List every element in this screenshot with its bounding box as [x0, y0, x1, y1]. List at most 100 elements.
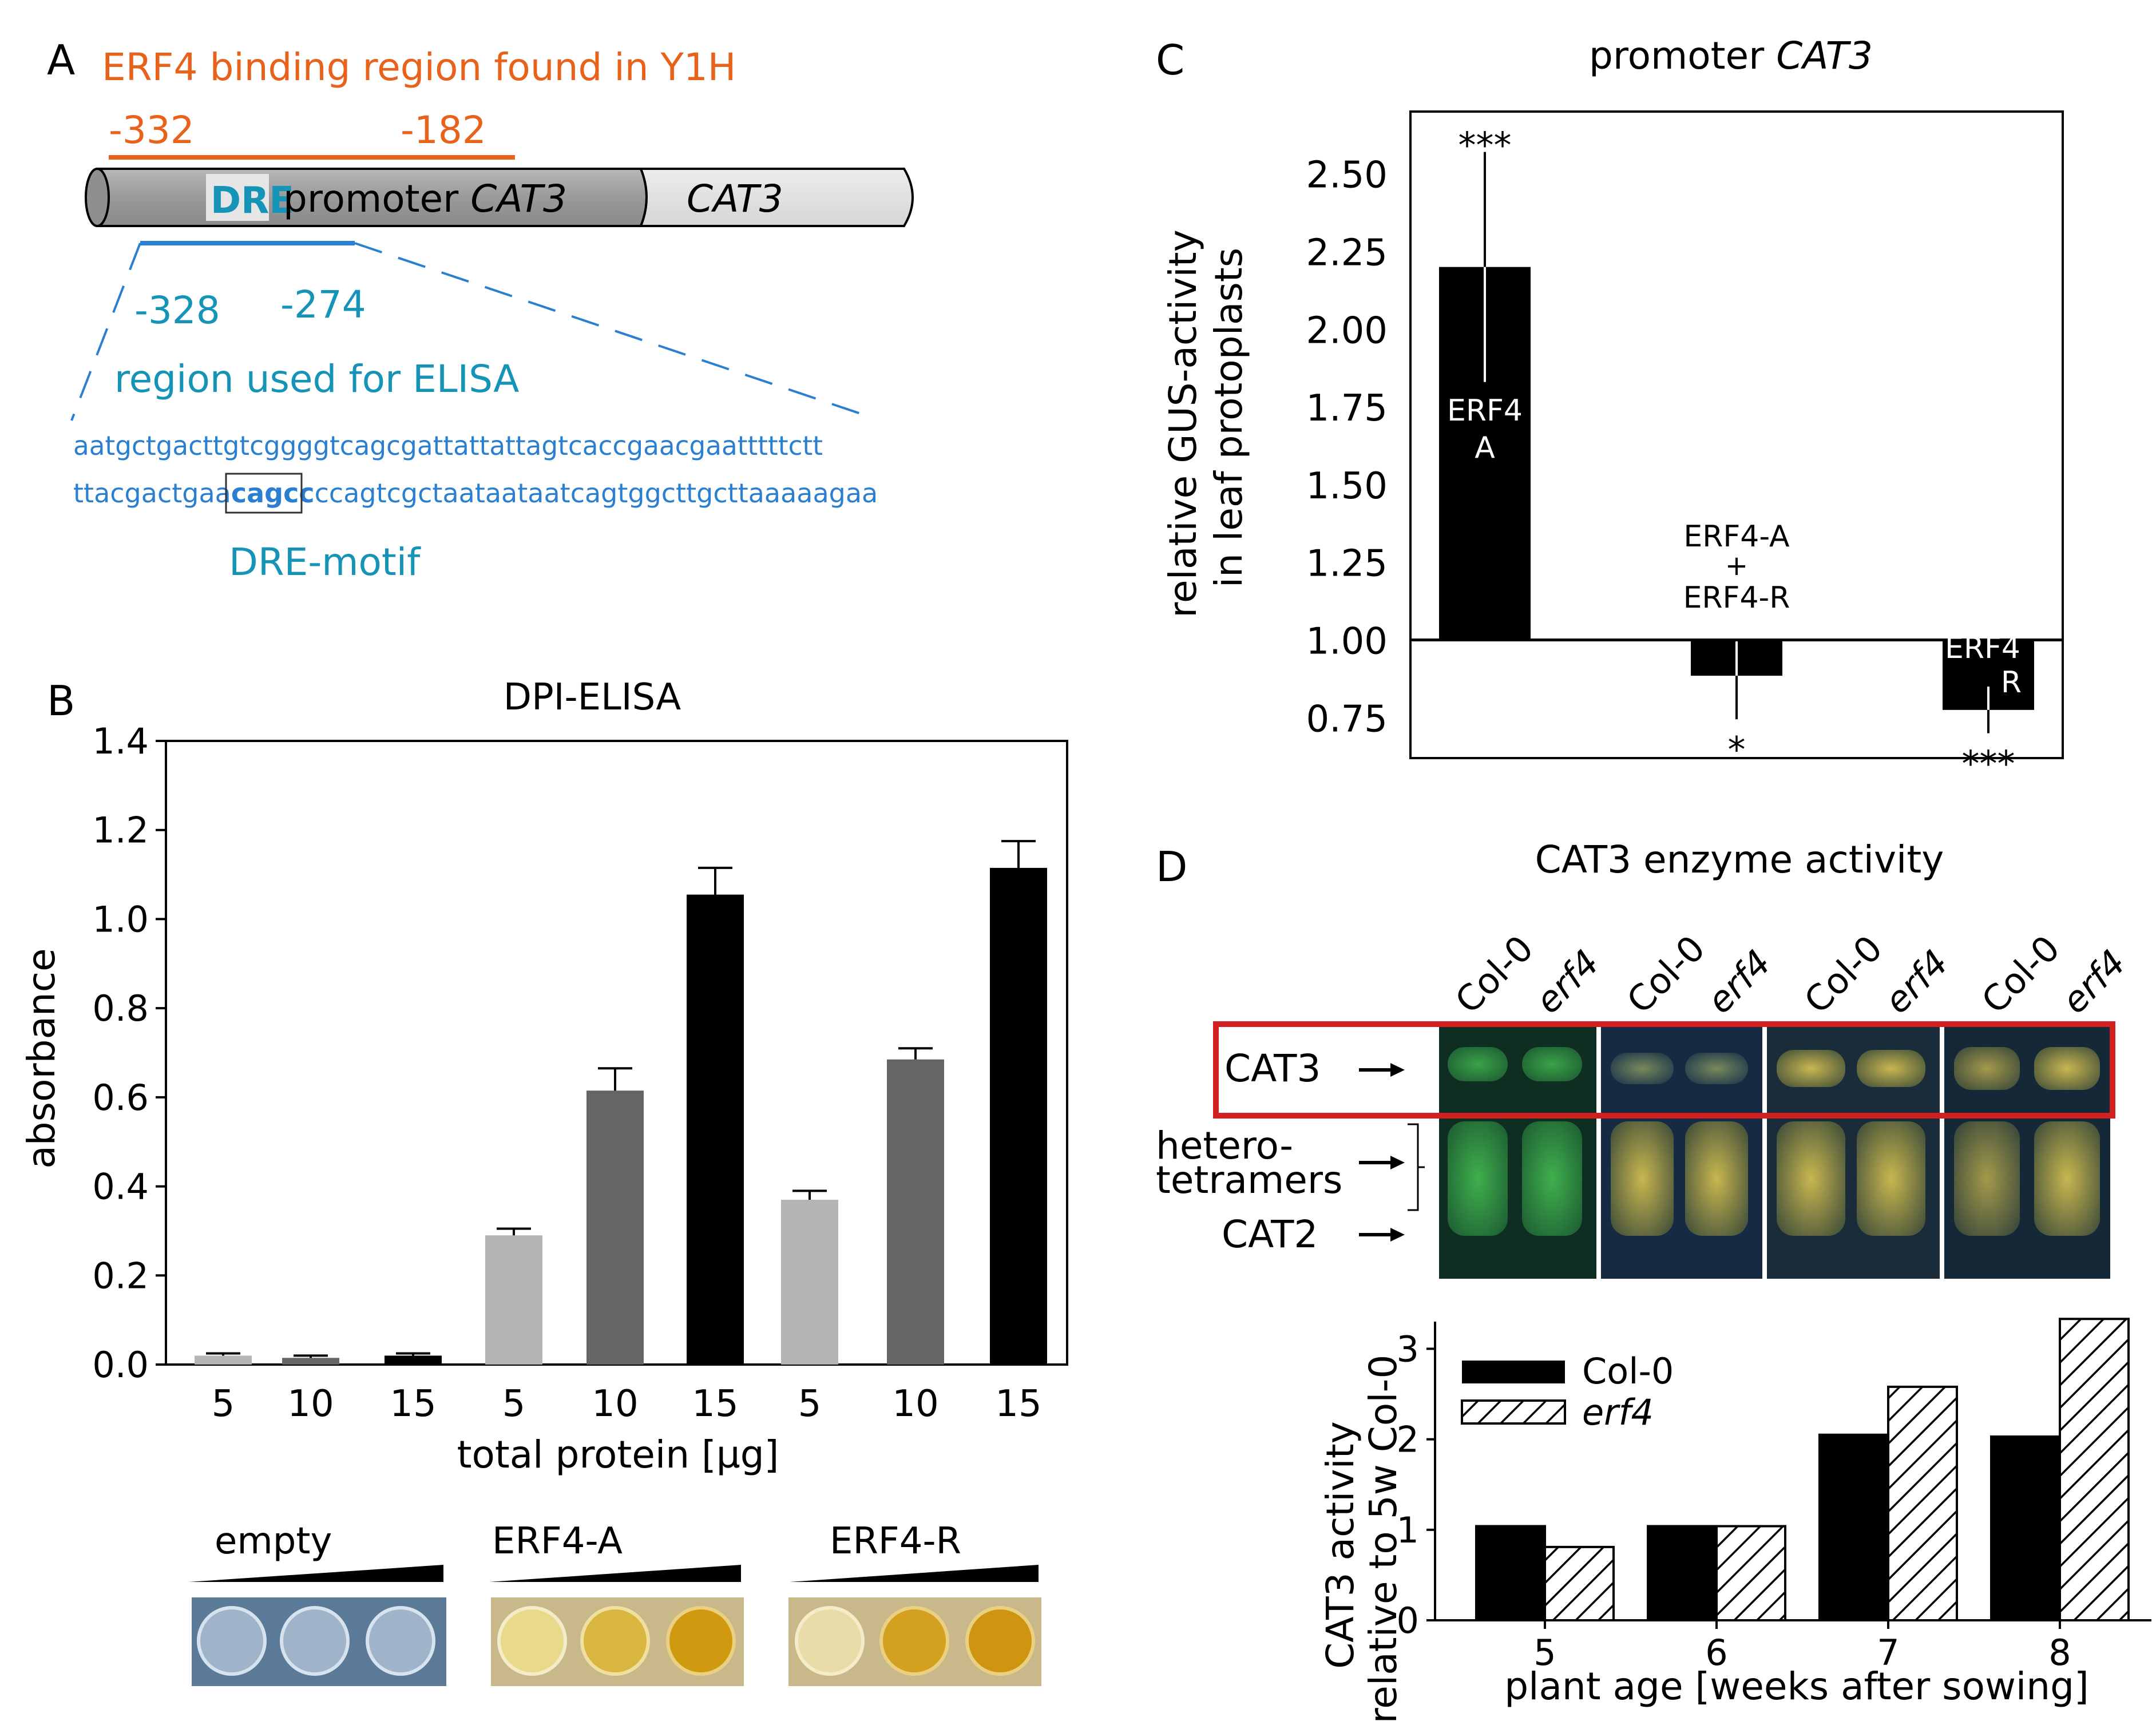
bar-erf4: [1544, 1545, 1615, 1622]
band-label-tetramers: tetramers: [1156, 1158, 1342, 1202]
lane-label: Col-0: [1796, 927, 1891, 1022]
well: [197, 1606, 267, 1676]
y-tick-label: 2.25: [1306, 232, 1388, 274]
well-strips: empty ERF4-A ERF4-R: [189, 1520, 1041, 1686]
gene-label: CAT3: [687, 177, 783, 221]
well-label-empty: empty: [215, 1520, 332, 1563]
bar-label: A: [1475, 431, 1495, 465]
dre-box-label: DRE: [211, 180, 294, 222]
sequence-bottom-start: ttacgactgaa: [73, 478, 231, 509]
well: [965, 1606, 1035, 1676]
chart-c-ylabel-line2: in leaf protoplasts: [1207, 248, 1251, 588]
bar-label: +: [1725, 550, 1748, 582]
y-tick-label: 1.75: [1306, 387, 1388, 430]
chart-d-ylabel-line1: CAT3 activity: [1318, 1421, 1362, 1669]
bar: [282, 1358, 339, 1365]
chart-b: 0.0 0.2 0.4 0.6 0.8 1.0 1.2 1.4 5 10 15 5 10 15 5 10 15: [92, 720, 1068, 1425]
bar-erf4: [1715, 1525, 1786, 1622]
x-tick-label: 10: [592, 1383, 638, 1425]
lane-label: erf4: [1876, 942, 1956, 1022]
gel-image: [1439, 1024, 2110, 1279]
x-tick-label: 15: [390, 1383, 436, 1425]
chart-c-title-prefix: promoter: [1589, 34, 1776, 78]
x-tick-label: 15: [692, 1383, 738, 1425]
legend-swatch-col-0: [1462, 1361, 1565, 1383]
gradient-wedge: [790, 1565, 1039, 1582]
legend-label-erf4: erf4: [1582, 1391, 1654, 1433]
chart-b-title: DPI-ELISA: [504, 676, 681, 719]
chart-c-ylabel-line1: relative GUS-activity: [1161, 229, 1205, 617]
svg-text:ttacgactgaacagccccagtcgctaataa: ttacgactgaacagccccagtcgctaataataatcagtgg…: [73, 478, 878, 509]
promoter-label: promoter: [283, 177, 470, 221]
well-strip-erf4-r: ERF4-R: [788, 1520, 1041, 1686]
bar-label: R: [2001, 665, 2022, 700]
bar-erf4: [1887, 1385, 1958, 1621]
well: [666, 1606, 736, 1676]
well: [795, 1606, 865, 1676]
svg-text:promoter CAT3: promoter CAT3: [1589, 34, 1873, 78]
bracket: [1408, 1123, 1425, 1211]
y-tick-label: 1.00: [1306, 621, 1388, 663]
svg-text:CAT3 activity relative to: CAT3 activity relative to 5w Col-0: [1318, 1355, 1405, 1724]
significance-label: *: [1728, 729, 1746, 771]
y1h-binding-title: ERF4 binding region found in Y1H: [102, 45, 736, 89]
legend-swatch-erf4: [1461, 1399, 1566, 1425]
bar-label: ERF4: [1447, 394, 1523, 428]
legend-label-col-0: Col-0: [1582, 1350, 1674, 1392]
bar-col-0: [1475, 1525, 1546, 1622]
svg-text:promoter CAT3: promoter CAT3: [283, 177, 567, 221]
gel-panel: [1944, 1024, 2110, 1279]
well-strip-erf4-a: ERF4-A: [489, 1520, 744, 1686]
arrow-head-icon: [1390, 1228, 1405, 1242]
chart-c-title-gene: CAT3: [1776, 34, 1873, 78]
y-tick-label: 0.6: [92, 1077, 149, 1119]
x-tick-label: 6: [1705, 1632, 1727, 1674]
y-tick-label: 2: [1397, 1419, 1419, 1461]
bar-col-0: [1647, 1525, 1718, 1622]
chart-b-ylabel: absorbance: [19, 948, 64, 1168]
y-tick-label: 3: [1397, 1328, 1419, 1370]
sequence-motif: cagcc: [231, 478, 315, 509]
chart-c: 0.751.001.251.501.752.002.252.50**** ***E…: [1306, 110, 2064, 785]
well: [366, 1606, 435, 1676]
lane-label: Col-0: [1973, 927, 2068, 1022]
well-label-erf4-r: ERF4-R: [830, 1520, 961, 1563]
well: [580, 1606, 650, 1676]
bar: [990, 867, 1047, 1365]
elisa-end-position: -274: [280, 283, 366, 327]
y-tick-label: 1.2: [92, 810, 149, 851]
bar: [195, 1355, 252, 1365]
y-tick-label: 0.8: [92, 988, 149, 1029]
lane-label: Col-0: [1619, 927, 1713, 1022]
svg-text:relative GUS-activity in l: relative GUS-activity in leaf protoplast…: [1161, 217, 1251, 617]
x-tick-label: 15: [995, 1383, 1041, 1425]
y-tick-label: 1.25: [1306, 543, 1388, 585]
x-tick-label: 10: [287, 1383, 334, 1425]
sequence-top-strand: aatgctgacttgtcggggtcagcgattattattagtcacc…: [73, 430, 823, 461]
y-tick-label: 2.50: [1306, 154, 1388, 197]
panel-d-letter: D: [1156, 843, 1187, 891]
bar: [781, 1199, 838, 1365]
elisa-start-position: -328: [134, 288, 220, 332]
band-label-cat2: CAT2: [1222, 1212, 1318, 1256]
chart-d-xlabel: plant age [weeks after sowing]: [1504, 1664, 2089, 1708]
gel-title: CAT3 enzyme activity: [1535, 838, 1944, 882]
x-tick-label: 5: [212, 1383, 235, 1425]
y-tick-label: 0.0: [92, 1344, 149, 1386]
elisa-region-label: region used for ELISA: [114, 357, 519, 401]
panel-b-letter: B: [47, 677, 75, 725]
motif-label: DRE-motif: [229, 540, 421, 584]
dre-box: [206, 174, 269, 221]
chart-d-ylabel-line2: relative to 5w Col-0: [1361, 1355, 1405, 1724]
promoter-gene: CAT3: [470, 177, 567, 221]
well: [280, 1606, 350, 1676]
well-strip-empty: empty: [189, 1520, 446, 1686]
x-tick-label: 8: [2048, 1632, 2071, 1674]
bar-label: ERF4-R: [1683, 581, 1790, 615]
bar-col-0: [1990, 1435, 2061, 1621]
significance-label: ***: [1962, 743, 2015, 785]
lane-label: erf4: [2054, 942, 2134, 1022]
bar-label: ERF4: [1945, 631, 2020, 665]
